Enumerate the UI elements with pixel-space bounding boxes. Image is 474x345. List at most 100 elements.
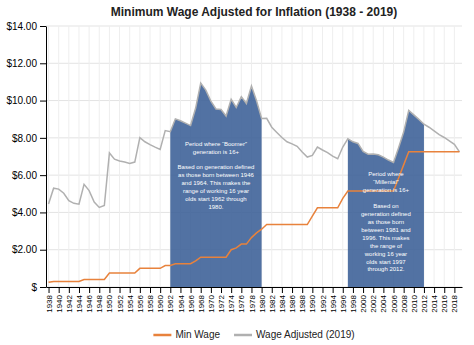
x-tick-label: 2010 (410, 294, 419, 312)
y-tick: $ (31, 282, 46, 293)
y-tick-label: $8.00 (12, 133, 37, 144)
x-tick-mark (424, 287, 425, 293)
grid (46, 26, 462, 287)
x-tick-label: 1984 (278, 294, 287, 312)
x-tick-mark (241, 287, 242, 293)
x-tick: 1982 (268, 287, 277, 313)
x-tick: 2008 (400, 287, 409, 313)
x-tick-mark (434, 287, 435, 293)
x-grid-line (99, 26, 100, 287)
x-tick: 2010 (410, 287, 419, 313)
x-tick-label: 1956 (136, 294, 145, 312)
x-grid-line (139, 26, 140, 287)
x-grid-line (160, 26, 161, 287)
annotation-line: 1996. This makes (362, 235, 409, 241)
legend: Min WageWage Adjusted (2019) (153, 329, 354, 340)
x-tick-label: 1960 (156, 294, 165, 312)
y-axis: $$2.00$4.00$6.00$8.00$10.00$12.00$14.00 (6, 21, 46, 293)
y-tick-mark (40, 138, 46, 139)
x-tick-mark (383, 287, 384, 293)
x-tick-mark (302, 287, 303, 293)
annotation-line: generation is 16+ (363, 187, 410, 193)
x-grid-line (119, 26, 120, 287)
x-grid-line (444, 26, 445, 287)
x-tick: 1954 (126, 287, 135, 313)
x-tick-mark (404, 287, 405, 293)
x-tick-mark (353, 287, 354, 293)
x-tick-label: 2004 (379, 294, 388, 312)
y-tick: $8.00 (12, 133, 46, 144)
x-tick-label: 1950 (105, 294, 114, 312)
x-tick-label: 1968 (197, 294, 206, 312)
x-tick-label: 1974 (227, 294, 236, 312)
annotation-line: the range of (370, 243, 402, 249)
annotation-line: “Millenial” (373, 179, 399, 185)
x-tick: 2012 (420, 287, 429, 313)
y-grid-line (46, 26, 462, 27)
x-tick-mark (89, 287, 90, 293)
y-tick-label: $14.00 (6, 21, 37, 32)
x-tick: 1984 (278, 287, 287, 313)
annotation-line: through 2012. (367, 266, 404, 272)
x-tick-mark (454, 287, 455, 293)
chart-container: Minimum Wage Adjusted for Inflation (193… (0, 0, 474, 345)
x-tick-mark (312, 287, 313, 293)
x-tick-mark (444, 287, 445, 293)
x-tick: 1968 (197, 287, 206, 313)
x-tick: 1950 (105, 287, 114, 313)
x-tick-mark (394, 287, 395, 293)
x-grid-line (312, 26, 313, 287)
x-tick: 1996 (339, 287, 348, 313)
x-tick: 1976 (237, 287, 246, 313)
x-tick-label: 1962 (166, 294, 175, 312)
x-tick-mark (363, 287, 364, 293)
x-tick-label: 1952 (116, 294, 125, 312)
annotation-line: and 1964. This makes the (181, 180, 251, 186)
x-tick: 1998 (349, 287, 358, 313)
x-tick: 1956 (136, 287, 145, 313)
x-grid-line (89, 26, 90, 287)
x-tick-mark (99, 287, 100, 293)
y-tick-mark (40, 101, 46, 102)
x-grid-line (322, 26, 323, 287)
x-tick-mark (282, 287, 283, 293)
x-tick: 1960 (156, 287, 165, 313)
x-tick: 2002 (369, 287, 378, 313)
series-line (49, 152, 460, 283)
x-tick-label: 1940 (55, 294, 64, 312)
x-tick: 1988 (298, 287, 307, 313)
annotation-line: 1980. (208, 204, 223, 210)
x-tick-mark (373, 287, 374, 293)
annotation-line: as those born (368, 219, 404, 225)
annotation-line: Based on generation defined (178, 164, 255, 170)
y-tick-label: $6.00 (12, 170, 37, 181)
y-tick: $4.00 (12, 207, 46, 218)
x-tick-mark (59, 287, 60, 293)
x-tick-label: 2006 (390, 294, 399, 312)
x-tick-mark (160, 287, 161, 293)
x-tick-label: 1996 (339, 294, 348, 312)
x-tick: 1940 (55, 287, 64, 313)
x-grid-line (271, 26, 272, 287)
y-tick: $2.00 (12, 244, 46, 255)
x-grid-line (281, 26, 282, 287)
x-tick: 2018 (450, 287, 459, 313)
y-tick-label: $2.00 (12, 244, 37, 255)
x-tick-label: 1944 (75, 294, 84, 312)
x-tick: 1952 (116, 287, 125, 313)
x-grid-line (434, 26, 435, 287)
x-tick-mark (251, 287, 252, 293)
legend-item: Wage Adjusted (2019) (234, 329, 355, 340)
y-tick-label: $12.00 (6, 58, 37, 69)
x-grid-line (78, 26, 79, 287)
x-tick: 2014 (430, 287, 439, 313)
x-tick-label: 1948 (95, 294, 104, 312)
x-grid-line (292, 26, 293, 287)
x-tick-mark (69, 287, 70, 293)
x-tick: 1990 (308, 287, 317, 313)
x-tick-label: 1970 (207, 294, 216, 312)
x-tick: 2016 (440, 287, 449, 313)
x-tick-label: 1992 (319, 294, 328, 312)
x-tick-mark (120, 287, 121, 293)
x-tick: 1962 (166, 287, 175, 313)
